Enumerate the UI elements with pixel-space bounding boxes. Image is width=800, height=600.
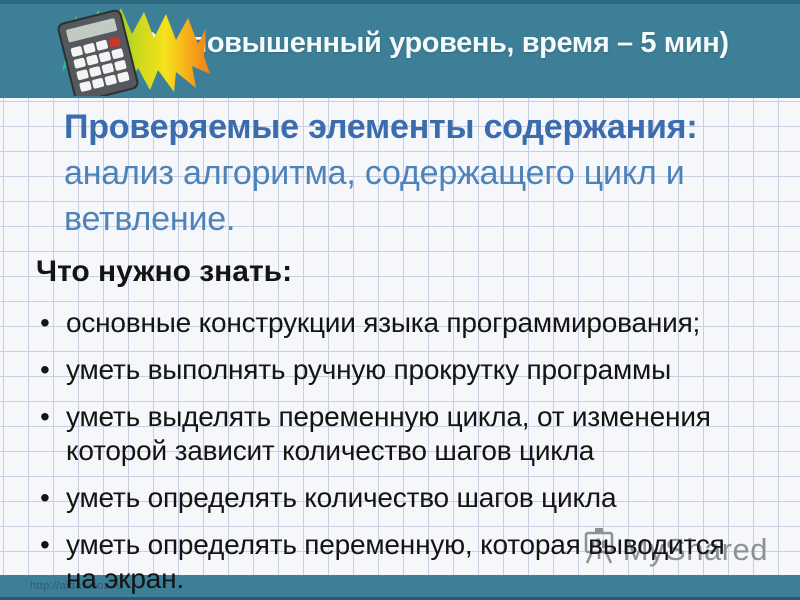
presentation-easel-icon xyxy=(582,527,616,572)
bullet-icon: • xyxy=(40,307,50,338)
bullet-icon: • xyxy=(40,354,50,385)
list-item-text: основные конструкции языка программирова… xyxy=(66,307,701,338)
heading-line-2: анализ алгоритма, содержащего цикл и xyxy=(64,154,685,192)
list-item-text: уметь выделять переменную цикла, от изме… xyxy=(66,401,711,432)
bullet-icon: • xyxy=(40,529,50,560)
heading-line-3: ветвление. xyxy=(64,200,236,238)
section-heading: Проверяемые элементы содержания: анализ … xyxy=(64,104,744,242)
list-item: • основные конструкции языка программиро… xyxy=(40,306,770,340)
footer-url: http://aida.ucoz.ru xyxy=(30,580,124,592)
bullet-icon: • xyxy=(40,482,50,513)
slide-title: 20 (повышенный уровень, время – 5 мин) xyxy=(141,27,729,59)
list-item: • уметь определять переменную, которая в… xyxy=(40,528,770,596)
list-item-text: на экран. xyxy=(66,563,184,594)
list-item: • уметь выполнять ручную прокрутку прогр… xyxy=(40,353,770,387)
list-item: • уметь выделять переменную цикла, от из… xyxy=(40,400,770,468)
footer-bar: http://aida.ucoz.ru xyxy=(0,575,800,600)
subheading: Что нужно знать: xyxy=(36,255,293,288)
bullet-icon: • xyxy=(40,401,50,432)
list-item-text: уметь определять количество шагов цикла xyxy=(66,482,617,513)
calculator-starburst-icon xyxy=(26,4,211,103)
heading-line-1: Проверяемые элементы содержания: xyxy=(64,108,698,146)
content-area: Проверяемые элементы содержания: анализ … xyxy=(0,98,800,594)
list-item-text: которой зависит количество шагов цикла xyxy=(66,435,595,466)
list-item-text: уметь выполнять ручную прокрутку програм… xyxy=(66,354,672,385)
watermark-label: MyShared xyxy=(622,531,768,567)
requirements-list: • основные конструкции языка программиро… xyxy=(40,306,770,596)
myshared-watermark: MyShared xyxy=(582,527,768,572)
list-item-text: уметь определять переменную, которая выв… xyxy=(66,529,725,560)
list-item: • уметь определять количество шагов цикл… xyxy=(40,481,770,515)
